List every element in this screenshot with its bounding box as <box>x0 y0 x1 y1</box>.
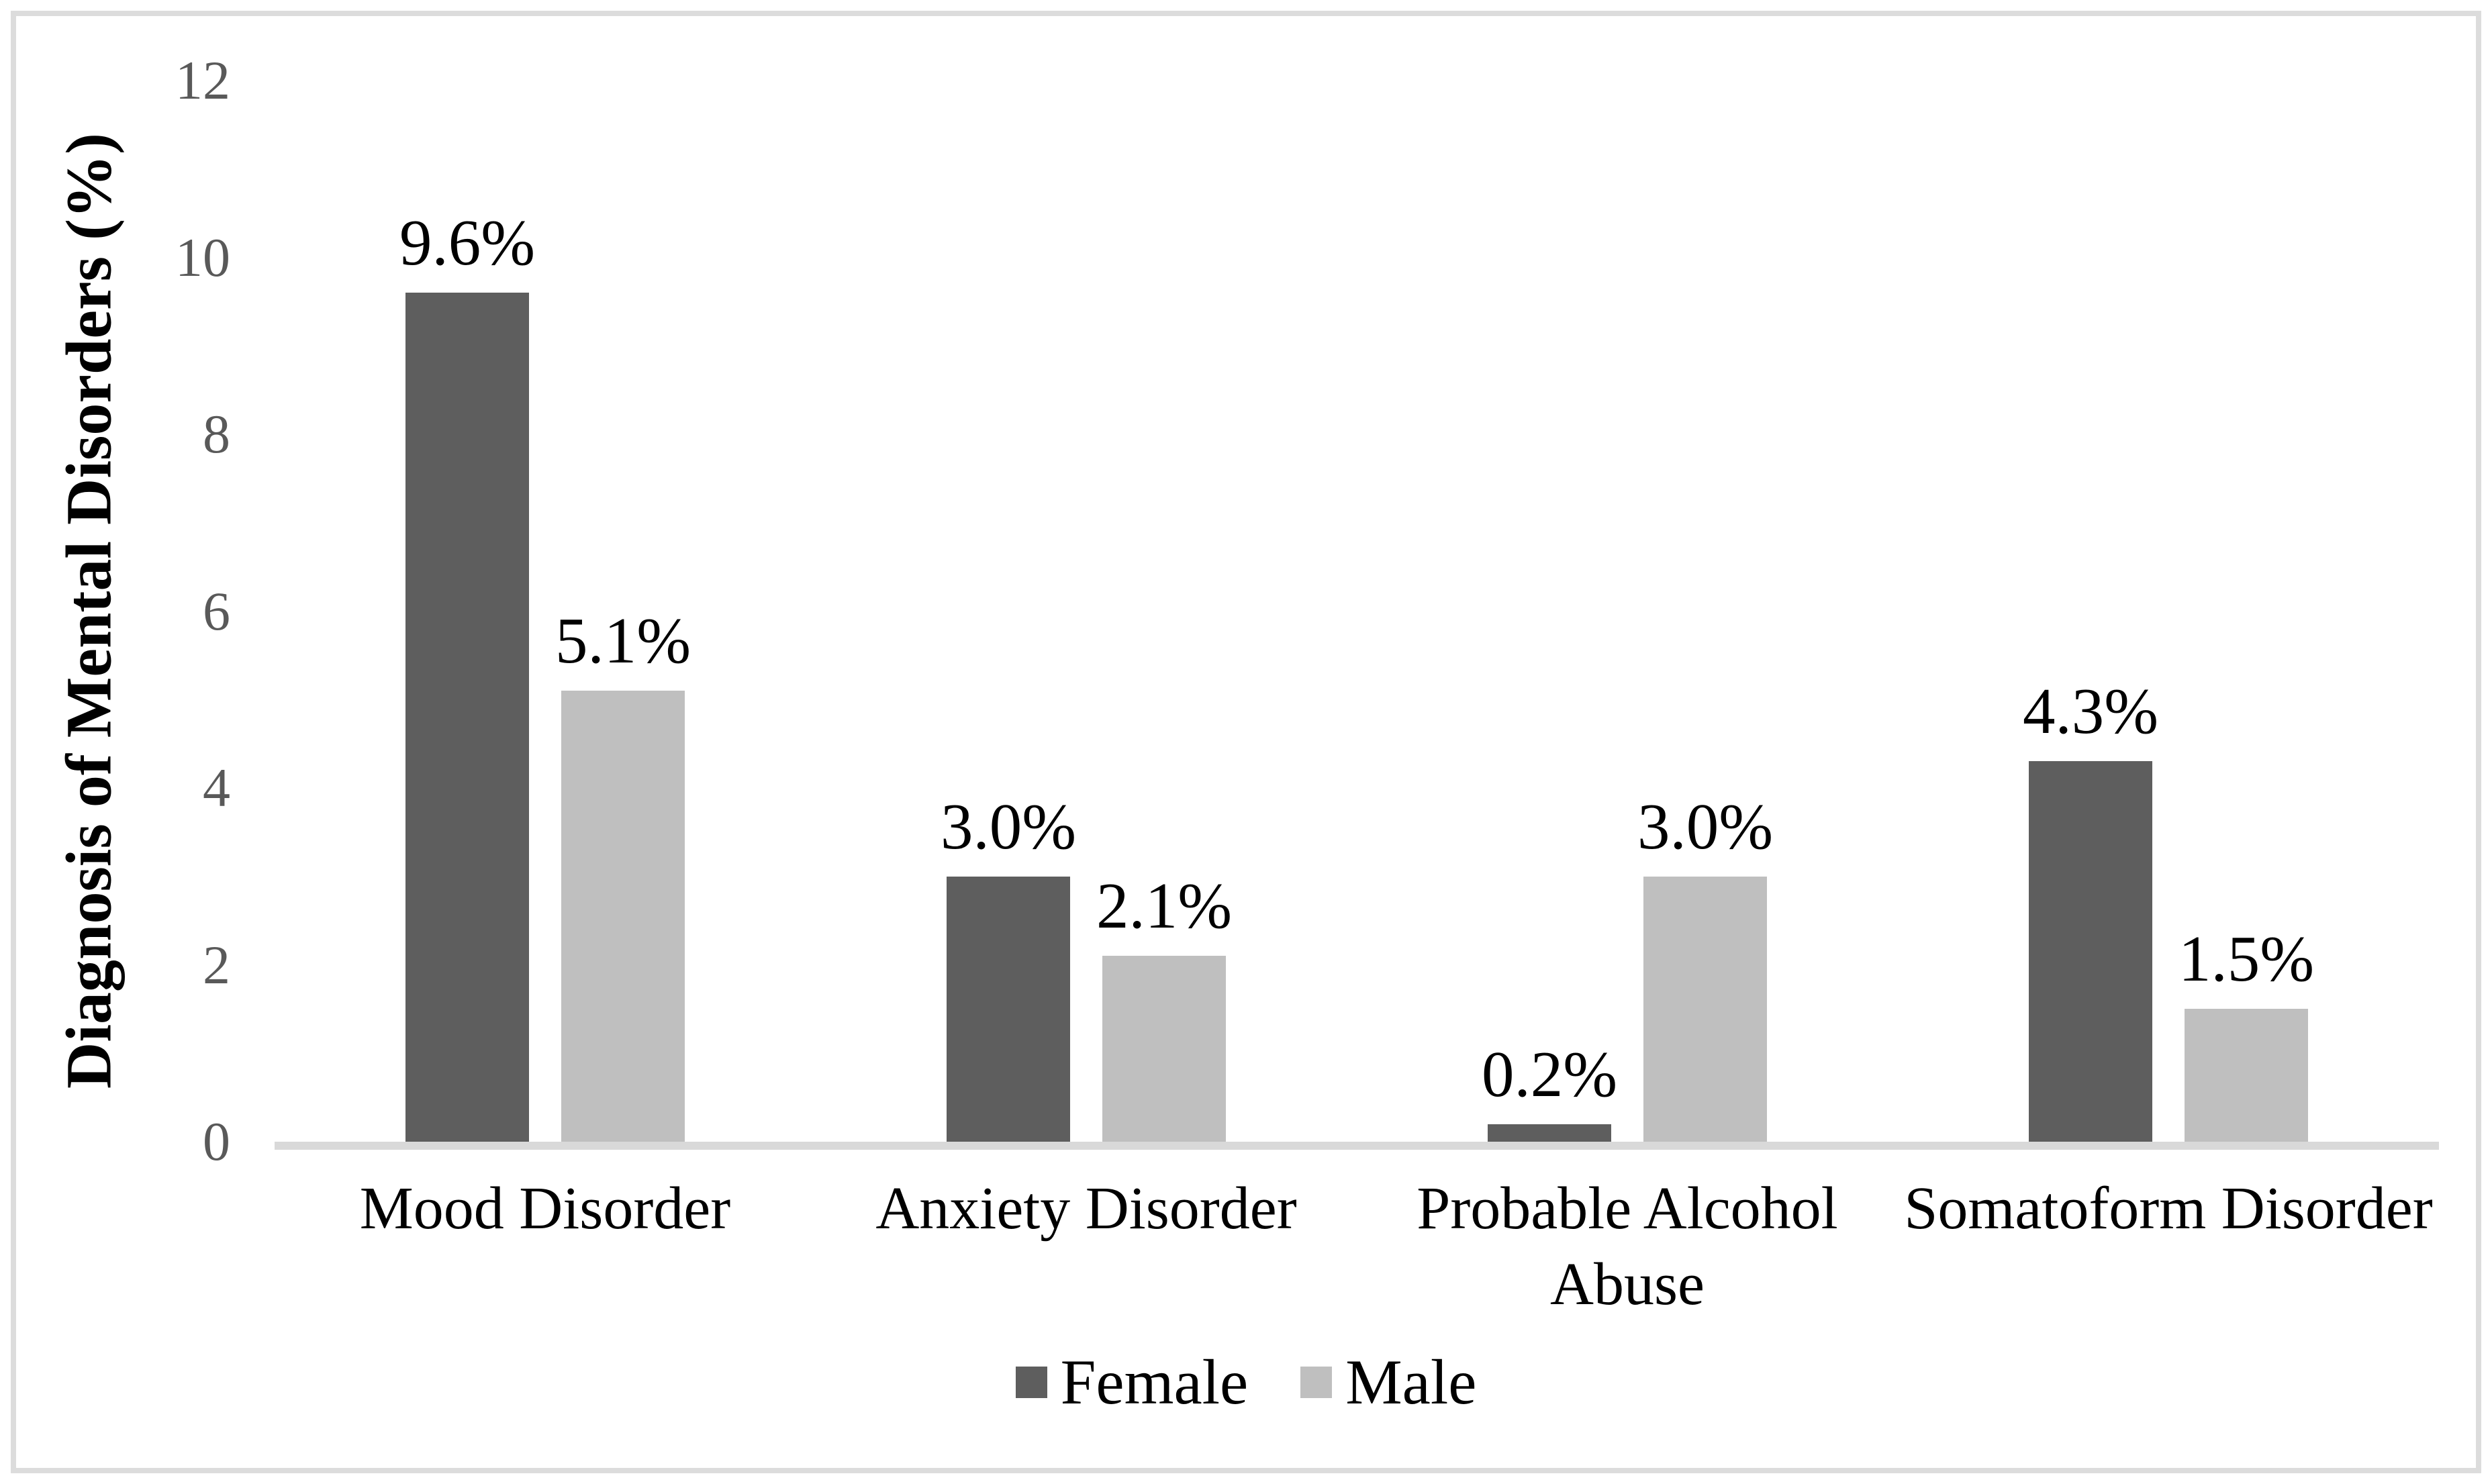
legend-item-female: Female <box>1015 1346 1249 1418</box>
bar-group-mood-disorder: 9.6% 5.1% <box>275 81 816 1142</box>
value-label-female-probable-alcohol-abuse: 0.2% <box>1481 1038 1618 1110</box>
plot-area: 0 2 4 6 8 10 12 9.6% 5.1% 3.0% 2.1% 0.2% 3.0% 4.3% 1.… <box>175 53 2439 1169</box>
y-tick-label-2: 2 <box>203 934 230 995</box>
category-label-mood-disorder: Mood Disorder <box>275 1171 816 1322</box>
bar-female-somatoform-disorder: 4.3% <box>2023 679 2158 1142</box>
category-label-text: Mood Disorder <box>359 1175 731 1242</box>
category-labels: Mood Disorder Anxiety Disorder Probable Al… <box>275 1171 2439 1322</box>
bar-female-mood-disorder: 9.6% <box>399 210 535 1142</box>
value-label-male-mood-disorder: 5.1% <box>555 605 691 677</box>
value-label-male-anxiety-disorder: 2.1% <box>1096 870 1233 942</box>
legend-swatch-male <box>1300 1367 1333 1398</box>
y-tick-label-8: 8 <box>203 403 230 465</box>
y-tick-label-4: 4 <box>203 757 230 819</box>
value-label-female-mood-disorder: 9.6% <box>399 207 536 279</box>
y-axis-title: Diagnosis of Mental Disorders (%) <box>52 133 125 1089</box>
bar-male-anxiety-disorder: 2.1% <box>1096 873 1232 1142</box>
legend: Female Male <box>0 1350 2492 1414</box>
y-tick-label-12: 12 <box>175 50 230 111</box>
bar-male-mood-disorder: 5.1% <box>555 608 691 1142</box>
bar-male-probable-alcohol-abuse: 3.0% <box>1637 794 1773 1142</box>
category-label-probable-alcohol-abuse: Probable Alcohol Abuse <box>1357 1171 1898 1322</box>
bar-female-probable-alcohol-abuse: 0.2% <box>1482 1042 1617 1142</box>
category-label-text: Probable Alcohol Abuse <box>1417 1175 1838 1318</box>
y-tick-label-0: 0 <box>203 1111 230 1172</box>
value-label-male-somatoform-disorder: 1.5% <box>2178 923 2315 995</box>
category-label-somatoform-disorder: Somatoform Disorder <box>1898 1171 2439 1322</box>
category-label-text: Somatoform Disorder <box>1904 1175 2433 1242</box>
y-tick-label-10: 10 <box>175 226 230 288</box>
legend-swatch-female <box>1015 1367 1047 1398</box>
bar-groups: 9.6% 5.1% 3.0% 2.1% 0.2% 3.0% 4.3% 1.5% <box>275 81 2439 1142</box>
legend-label-male: Male <box>1345 1346 1477 1418</box>
y-tick-label-6: 6 <box>203 580 230 642</box>
legend-label-female: Female <box>1060 1346 1249 1418</box>
bar-group-probable-alcohol-abuse: 0.2% 3.0% <box>1357 81 1898 1142</box>
bar-group-somatoform-disorder: 4.3% 1.5% <box>1898 81 2439 1142</box>
value-label-male-probable-alcohol-abuse: 3.0% <box>1637 790 1774 862</box>
value-label-female-anxiety-disorder: 3.0% <box>940 790 1077 862</box>
bar-female-anxiety-disorder: 3.0% <box>941 794 1076 1142</box>
category-label-text: Anxiety Disorder <box>875 1175 1297 1242</box>
x-axis-line <box>275 1142 2439 1150</box>
category-label-anxiety-disorder: Anxiety Disorder <box>816 1171 1357 1322</box>
bar-male-somatoform-disorder: 1.5% <box>2178 926 2314 1142</box>
value-label-female-somatoform-disorder: 4.3% <box>2022 675 2159 748</box>
legend-item-male: Male <box>1300 1350 1476 1414</box>
bar-group-anxiety-disorder: 3.0% 2.1% <box>816 81 1357 1142</box>
